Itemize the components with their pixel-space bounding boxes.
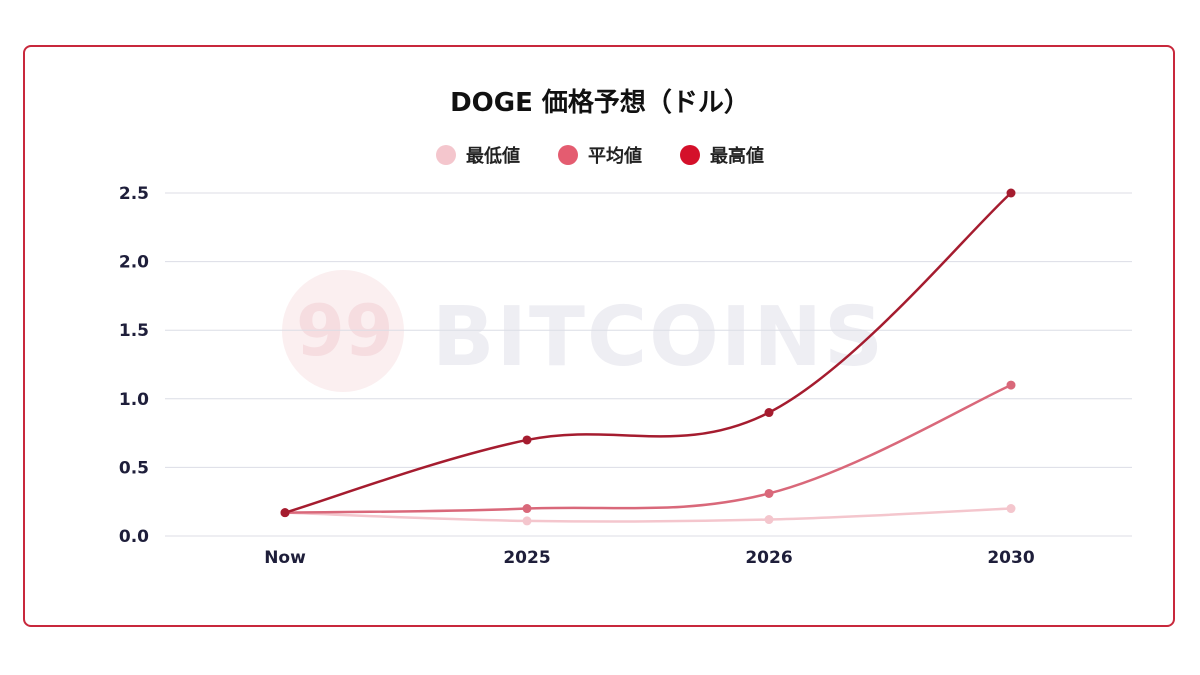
legend-label-min: 最低値: [466, 146, 520, 167]
chart-card: [23, 45, 1175, 627]
y-tick-label-5: 2.5: [119, 184, 149, 204]
legend-marker-avg: [558, 145, 578, 165]
series-line-2: [284, 192, 1012, 514]
legend-label-avg: 平均値: [588, 146, 642, 167]
series-line-0: [284, 507, 1012, 523]
y-tick-label-1: 0.5: [119, 458, 149, 478]
y-tick-label-2: 1.0: [119, 390, 149, 410]
watermark: 99 BITCOINS: [282, 268, 902, 402]
legend-item-min[interactable]: 最低値: [436, 142, 520, 168]
point-2-2: [764, 408, 774, 418]
x-tick-label-3: 2030: [987, 548, 1034, 568]
legend-label-max: 最高値: [710, 146, 764, 167]
point-1-2: [764, 488, 774, 498]
watermark-logo-icon: 99: [282, 270, 404, 392]
point-1-1: [522, 504, 532, 514]
y-tick-label-3: 1.5: [119, 321, 149, 341]
point-2-3: [1006, 188, 1016, 198]
x-tick-label-0: Now: [264, 548, 306, 568]
x-tick-label-1: 2025: [503, 548, 550, 568]
legend-item-avg[interactable]: 平均値: [558, 142, 642, 168]
point-0-1: [522, 516, 532, 526]
legend: 最低値 平均値 最高値: [0, 142, 1200, 168]
point-2-1: [522, 435, 532, 445]
legend-marker-min: [436, 145, 456, 165]
point-0-2: [764, 515, 774, 525]
x-tick-label-2: 2026: [745, 548, 792, 568]
point-2-0: [280, 508, 290, 518]
point-0-3: [1006, 504, 1016, 514]
legend-item-max[interactable]: 最高値: [680, 142, 764, 168]
legend-marker-max: [680, 145, 700, 165]
chart-title: DOGE 価格予想（ドル）: [450, 88, 750, 118]
y-tick-label-4: 2.0: [119, 253, 149, 273]
watermark-text: BITCOINS: [432, 290, 886, 385]
series-line-1: [284, 383, 1012, 514]
y-tick-label-0: 0.0: [119, 527, 149, 547]
watermark-logo-text: 99: [296, 290, 394, 372]
point-1-3: [1006, 380, 1016, 390]
